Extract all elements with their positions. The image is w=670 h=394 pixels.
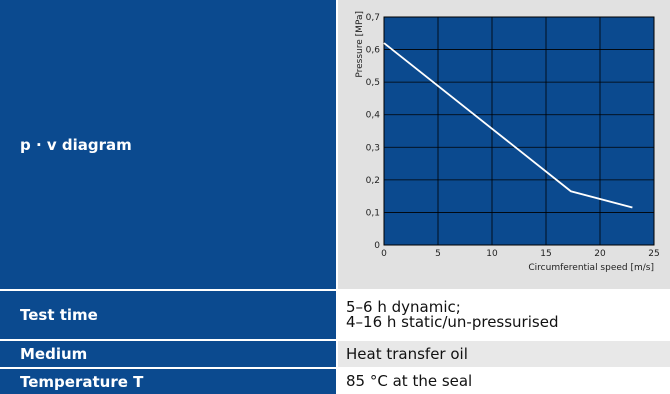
test-time-row: Test time 5–6 h dynamic; 4–16 h static/u… bbox=[0, 291, 670, 339]
plot-area bbox=[384, 17, 654, 245]
y-axis-label: Pressure [MPa] bbox=[355, 11, 365, 78]
temperature-row: Temperature T 85 °C at the seal bbox=[0, 369, 670, 394]
x-tick-label: 20 bbox=[594, 249, 606, 259]
medium-value: Heat transfer oil bbox=[338, 341, 670, 367]
test-time-line-2: 4–16 h static/un-pressurised bbox=[346, 313, 559, 331]
pv-row: p · v diagram 0 0,1 0,2 0,3 0,4 0,5 0,6 0,7 0 5 10… bbox=[0, 0, 670, 289]
x-axis-label: Circumferential speed [m/s] bbox=[528, 263, 654, 273]
test-time-value: 5–6 h dynamic; 4–16 h static/un-pressuri… bbox=[338, 291, 670, 339]
y-tick-label: 0,6 bbox=[366, 46, 381, 56]
y-tick-label: 0,3 bbox=[366, 143, 380, 153]
test-time-line-1: 5–6 h dynamic; bbox=[346, 298, 461, 316]
y-tick-label: 0,2 bbox=[366, 176, 380, 186]
y-tick-label: 0,7 bbox=[366, 13, 380, 23]
x-tick-label: 5 bbox=[435, 249, 441, 259]
pv-chart: 0 0,1 0,2 0,3 0,4 0,5 0,6 0,7 0 5 10 15 20 25 Circumfe… bbox=[355, 11, 660, 273]
y-tick-label: 0,4 bbox=[366, 111, 381, 121]
x-tick-label: 25 bbox=[648, 249, 659, 259]
y-tick-label: 0,1 bbox=[366, 208, 380, 218]
medium-label: Medium bbox=[0, 341, 336, 367]
y-tick-label: 0,5 bbox=[366, 78, 380, 88]
test-time-label: Test time bbox=[0, 291, 336, 339]
temperature-label: Temperature T bbox=[0, 369, 336, 394]
temperature-value: 85 °C at the seal bbox=[338, 369, 670, 394]
x-tick-label: 10 bbox=[486, 249, 498, 259]
pv-label: p · v diagram bbox=[0, 0, 336, 289]
medium-row: Medium Heat transfer oil bbox=[0, 341, 670, 367]
pv-chart-cell: 0 0,1 0,2 0,3 0,4 0,5 0,6 0,7 0 5 10 15 20 25 Circumfe… bbox=[338, 0, 670, 289]
x-tick-label: 15 bbox=[540, 249, 551, 259]
plot-border bbox=[383, 16, 655, 246]
x-tick-label: 0 bbox=[381, 249, 387, 259]
y-tick-label: 0 bbox=[374, 241, 380, 251]
series-line bbox=[383, 42, 633, 209]
